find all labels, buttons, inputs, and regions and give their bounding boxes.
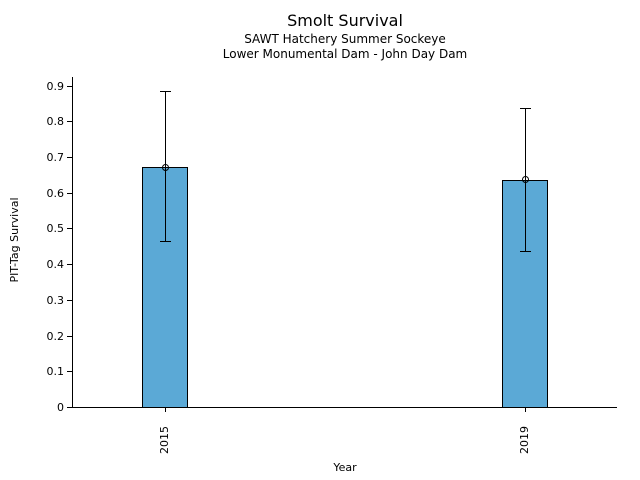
point-marker: [521, 176, 529, 183]
chart-subtitle-species: SAWT Hatchery Summer Sockeye: [244, 32, 446, 46]
y-tick-label: 0.8: [46, 115, 65, 128]
error-bar-cap-bottom: [519, 250, 531, 252]
y-tick-label: 0.9: [46, 80, 65, 93]
point-marker: [161, 163, 169, 171]
y-tick-label: 0.7: [46, 151, 65, 164]
x-axis-line: [72, 407, 617, 408]
y-tick: [67, 121, 72, 122]
y-tick-label: 0: [57, 401, 64, 414]
x-tick: [164, 408, 166, 412]
y-tick: [67, 371, 72, 372]
error-bar-cap-top: [159, 90, 171, 92]
y-tick-label: 0.6: [46, 187, 65, 200]
y-tick: [67, 193, 72, 194]
error-bar-cap-top: [519, 108, 531, 110]
y-tick-label: 0.4: [46, 258, 65, 271]
y-tick: [67, 86, 72, 87]
error-bar-cap-bottom: [159, 240, 171, 242]
y-tick: [67, 300, 72, 301]
y-tick: [67, 336, 72, 337]
y-tick: [67, 157, 72, 158]
y-tick-label: 0.1: [46, 365, 65, 378]
x-tick-label: 2015: [158, 426, 171, 454]
x-axis-label: Year: [333, 461, 357, 474]
x-tick: [524, 408, 526, 412]
x-tick-label: 2019: [518, 426, 531, 454]
chart-subtitle-reach: Lower Monumental Dam - John Day Dam: [222, 47, 468, 61]
y-tick-label: 0.3: [46, 294, 65, 307]
y-tick: [67, 264, 72, 265]
y-axis-label: PIT-Tag Survival: [8, 197, 21, 283]
y-tick: [67, 407, 72, 408]
y-axis-line: [72, 77, 73, 408]
chart-title: Smolt Survival: [287, 11, 403, 30]
y-tick: [67, 228, 72, 229]
y-tick-label: 0.2: [46, 330, 65, 343]
y-tick-label: 0.5: [46, 222, 65, 235]
